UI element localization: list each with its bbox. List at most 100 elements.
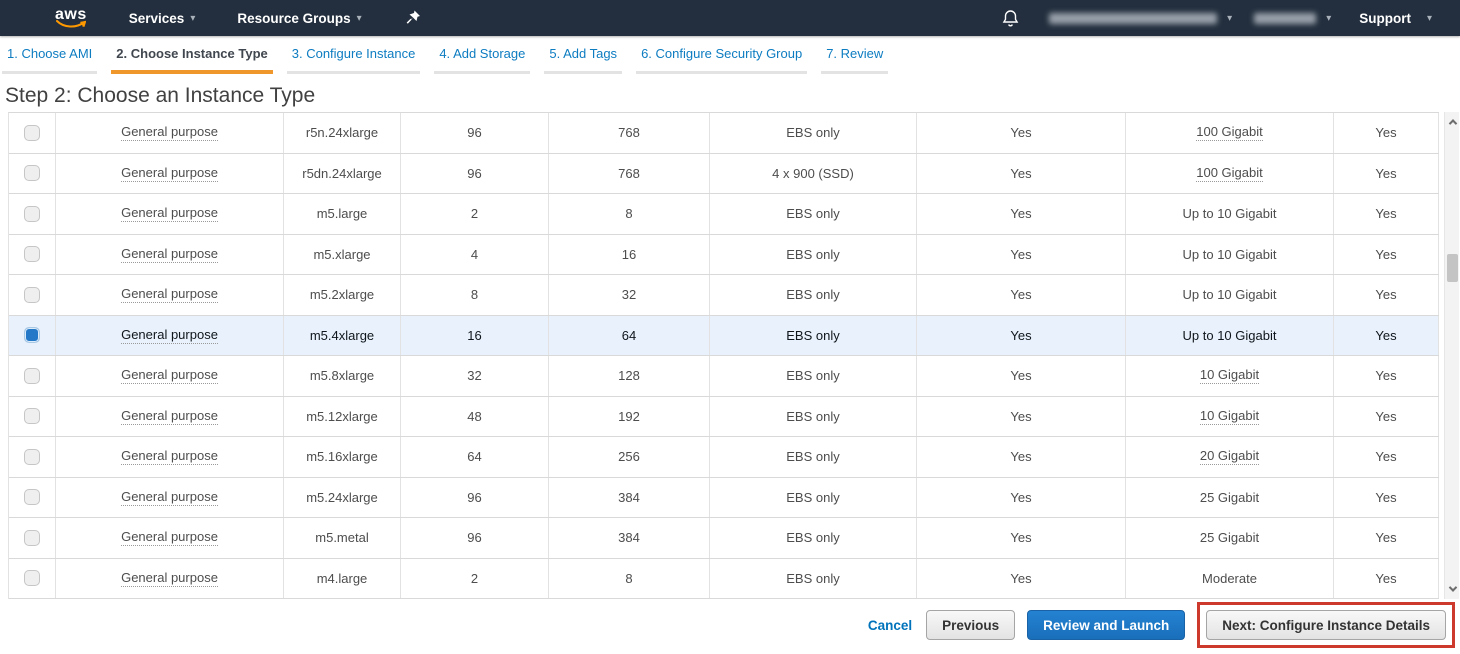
row-checkbox-cell[interactable] xyxy=(9,477,56,517)
row-checkbox-cell[interactable] xyxy=(9,437,56,477)
row-checkbox[interactable] xyxy=(24,327,40,344)
scroll-down-arrow-icon[interactable] xyxy=(1445,581,1460,597)
family-cell: General purpose xyxy=(121,448,218,466)
network-performance-cell: 100 Gigabit xyxy=(1196,164,1263,182)
ipv6-cell: Yes xyxy=(1334,558,1439,598)
row-checkbox-cell[interactable] xyxy=(9,113,56,153)
vcpus-cell: 32 xyxy=(401,356,549,396)
scroll-up-arrow-icon[interactable] xyxy=(1445,114,1460,130)
row-checkbox-cell[interactable] xyxy=(9,356,56,396)
instance-storage-cell: EBS only xyxy=(710,234,917,274)
ebs-optimized-cell: Yes xyxy=(917,477,1126,517)
table-row[interactable]: General purpose m5.12xlarge 48 192 EBS only Y… xyxy=(9,396,1439,437)
row-checkbox[interactable] xyxy=(24,570,40,587)
table-row[interactable]: General purpose m5.metal 96 384 EBS only Yes 2… xyxy=(9,518,1439,559)
nav-services-menu[interactable]: Services ▾ xyxy=(129,11,196,26)
ebs-optimized-cell: Yes xyxy=(917,518,1126,558)
review-and-launch-button[interactable]: Review and Launch xyxy=(1027,610,1186,640)
ebs-optimized-cell: Yes xyxy=(917,153,1126,193)
vertical-scrollbar[interactable] xyxy=(1444,112,1459,599)
row-checkbox-cell[interactable] xyxy=(9,194,56,234)
top-navbar: aws Services ▾ Resource Groups ▾ ▾ ▾ Sup… xyxy=(0,0,1460,36)
aws-logo-text: aws xyxy=(55,5,87,23)
table-row[interactable]: General purpose m5.16xlarge 64 256 EBS only Y… xyxy=(9,437,1439,478)
aws-logo[interactable]: aws xyxy=(55,5,87,29)
instance-type-cell: m5.8xlarge xyxy=(284,356,401,396)
memory-cell: 8 xyxy=(549,558,710,598)
family-cell: General purpose xyxy=(121,245,218,263)
ipv6-cell: Yes xyxy=(1334,275,1439,315)
row-checkbox-cell[interactable] xyxy=(9,275,56,315)
cancel-link[interactable]: Cancel xyxy=(867,617,913,633)
family-cell: General purpose xyxy=(121,529,218,547)
row-checkbox[interactable] xyxy=(24,489,40,506)
row-checkbox[interactable] xyxy=(24,529,40,546)
row-checkbox-cell[interactable] xyxy=(9,153,56,193)
vcpus-cell: 96 xyxy=(401,153,549,193)
memory-cell: 384 xyxy=(549,518,710,558)
row-checkbox[interactable] xyxy=(24,448,40,465)
row-checkbox[interactable] xyxy=(24,367,40,384)
tab-review[interactable]: 7. Review xyxy=(821,46,889,74)
family-cell: General purpose xyxy=(121,569,218,587)
account-menu-redacted[interactable] xyxy=(1049,12,1218,24)
ebs-optimized-cell: Yes xyxy=(917,113,1126,153)
row-checkbox-cell[interactable] xyxy=(9,396,56,436)
nav-support-label: Support xyxy=(1359,10,1411,26)
ebs-optimized-cell: Yes xyxy=(917,194,1126,234)
region-menu-redacted[interactable] xyxy=(1254,12,1317,24)
nav-support-menu[interactable]: Support ▾ xyxy=(1359,11,1432,26)
tab-configure-security-group[interactable]: 6. Configure Security Group xyxy=(636,46,808,74)
row-checkbox[interactable] xyxy=(24,165,40,182)
table-row[interactable]: General purpose r5n.24xlarge 96 768 EBS only… xyxy=(9,113,1439,154)
ebs-optimized-cell: Yes xyxy=(917,275,1126,315)
tab-add-tags[interactable]: 5. Add Tags xyxy=(544,46,623,74)
instance-storage-cell: EBS only xyxy=(710,477,917,517)
instance-type-cell: m5.2xlarge xyxy=(284,275,401,315)
ipv6-cell: Yes xyxy=(1334,234,1439,274)
instance-table-body: General purpose r5n.24xlarge 96 768 EBS only… xyxy=(9,113,1439,599)
row-checkbox[interactable] xyxy=(24,246,40,263)
memory-cell: 384 xyxy=(549,477,710,517)
bell-icon[interactable] xyxy=(1002,9,1019,28)
tab-choose-ami[interactable]: 1. Choose AMI xyxy=(2,46,98,74)
tab-add-storage[interactable]: 4. Add Storage xyxy=(434,46,531,74)
instance-storage-cell: 4 x 900 (SSD) xyxy=(710,153,917,193)
table-row[interactable]: General purpose r5dn.24xlarge 96 768 4 x 900… xyxy=(9,153,1439,194)
nav-resource-groups-menu[interactable]: Resource Groups ▾ xyxy=(237,11,361,26)
scrollbar-thumb[interactable] xyxy=(1447,254,1458,282)
table-row[interactable]: General purpose m5.large 2 8 EBS only Yes Up t… xyxy=(9,194,1439,235)
table-row[interactable]: General purpose m5.8xlarge 32 128 EBS only Ye… xyxy=(9,356,1439,397)
ebs-optimized-cell: Yes xyxy=(917,396,1126,436)
table-row[interactable]: General purpose m5.4xlarge 16 64 EBS only Yes… xyxy=(9,315,1439,356)
row-checkbox[interactable] xyxy=(24,286,40,303)
table-row[interactable]: General purpose m5.xlarge 4 16 EBS only Yes Up… xyxy=(9,234,1439,275)
nav-resource-groups-label: Resource Groups xyxy=(237,10,351,26)
network-performance-cell: Up to 10 Gigabit xyxy=(1182,246,1277,262)
table-row[interactable]: General purpose m4.large 2 8 EBS only Yes Mode… xyxy=(9,558,1439,599)
family-cell: General purpose xyxy=(121,326,218,344)
network-performance-cell: 10 Gigabit xyxy=(1199,407,1260,425)
table-row[interactable]: General purpose m5.2xlarge 8 32 EBS only Yes U… xyxy=(9,275,1439,316)
next-configure-instance-details-button[interactable]: Next: Configure Instance Details xyxy=(1206,610,1446,640)
previous-button[interactable]: Previous xyxy=(926,610,1016,640)
row-checkbox-cell[interactable] xyxy=(9,234,56,274)
pushpin-icon[interactable] xyxy=(406,10,421,26)
instance-storage-cell: EBS only xyxy=(710,518,917,558)
ipv6-cell: Yes xyxy=(1334,194,1439,234)
row-checkbox-cell[interactable] xyxy=(9,315,56,355)
family-cell: General purpose xyxy=(121,407,218,425)
caret-down-icon: ▾ xyxy=(1426,12,1432,24)
row-checkbox[interactable] xyxy=(24,124,40,141)
vcpus-cell: 96 xyxy=(401,518,549,558)
family-cell: General purpose xyxy=(121,164,218,182)
row-checkbox[interactable] xyxy=(24,205,40,222)
row-checkbox-cell[interactable] xyxy=(9,558,56,598)
instance-type-cell: r5dn.24xlarge xyxy=(284,153,401,193)
row-checkbox-cell[interactable] xyxy=(9,518,56,558)
tab-choose-instance-type[interactable]: 2. Choose Instance Type xyxy=(111,46,273,74)
row-checkbox[interactable] xyxy=(24,408,40,425)
tab-configure-instance[interactable]: 3. Configure Instance xyxy=(286,46,421,74)
memory-cell: 128 xyxy=(549,356,710,396)
table-row[interactable]: General purpose m5.24xlarge 96 384 EBS only Y… xyxy=(9,477,1439,518)
